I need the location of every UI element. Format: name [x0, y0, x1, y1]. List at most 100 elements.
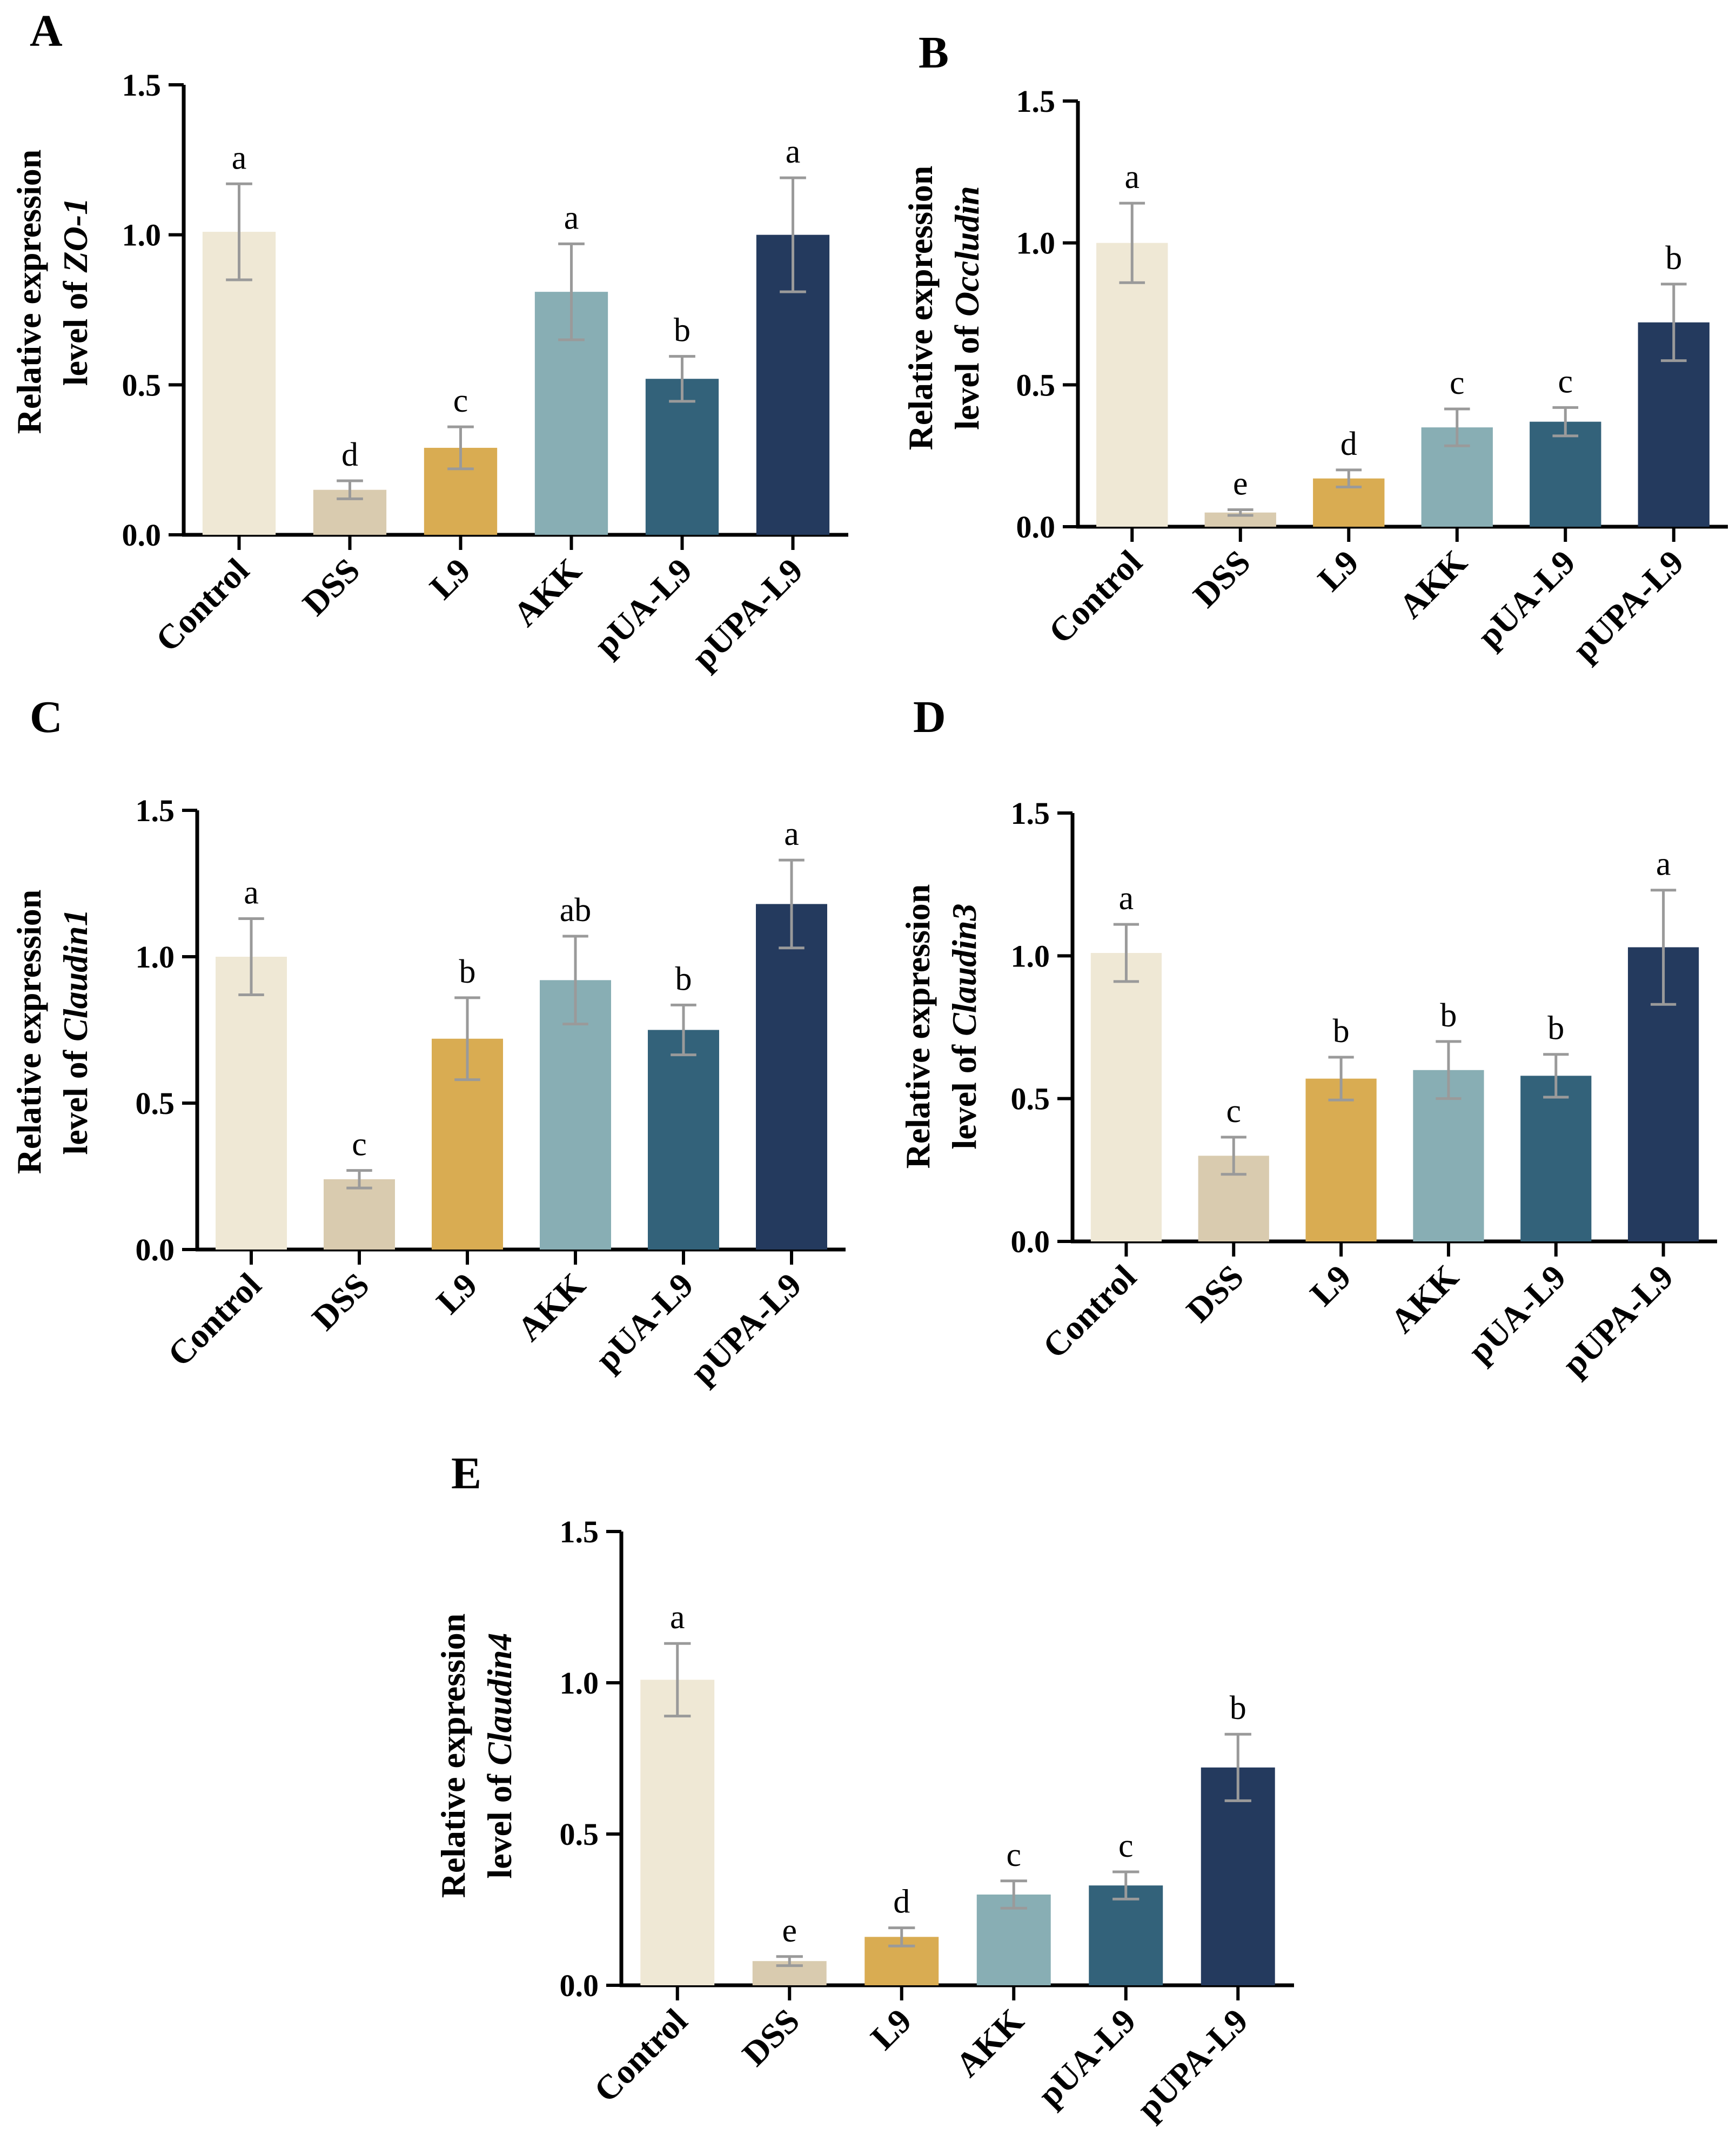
bar-control — [1096, 243, 1168, 527]
category-label: pUA-L9 — [1470, 543, 1583, 656]
category-label: pUPA-L9 — [683, 1266, 809, 1392]
significance-letter: a — [1124, 159, 1140, 196]
y-axis-label-line2: level of — [480, 1765, 519, 1879]
significance-letter: a — [1119, 880, 1134, 917]
category-label: pUPA-L9 — [1555, 1258, 1681, 1383]
y-tick-label: 1.5 — [122, 68, 162, 103]
bar-control — [202, 232, 276, 535]
y-axis-label: Relative expression level of ZO-1 — [10, 150, 95, 434]
gene-name: Claudin1 — [56, 909, 95, 1041]
y-tick-label: 1.5 — [560, 1514, 599, 1549]
y-axis-label: Relative expression level of Claudin4 — [434, 1614, 519, 1898]
significance-letter: a — [670, 1599, 685, 1636]
significance-letter: c — [1118, 1828, 1134, 1864]
y-tick-label: 1.0 — [560, 1665, 599, 1701]
panel-letter: E — [451, 1448, 481, 1499]
category-label: Control — [1041, 543, 1149, 651]
category-label: pUPA-L9 — [684, 551, 810, 677]
bar-l9 — [1305, 1078, 1377, 1241]
category-label: DSS — [1185, 543, 1257, 615]
y-axis-label-line1: Relative expression — [899, 884, 937, 1169]
y-axis-label: Relative expression level of Claudin1 — [10, 890, 95, 1174]
bar-dss — [324, 1179, 395, 1250]
panel-c: C 0.0 0.5 1.0 1.5 a Control c DSS b L9 ab AKK b pUA-L… — [10, 692, 846, 1392]
panel-letter: D — [913, 692, 946, 742]
category-label: L9 — [429, 1266, 485, 1321]
significance-letter: c — [352, 1126, 367, 1163]
significance-letter: a — [244, 875, 259, 911]
bar-pupa-l9 — [756, 904, 827, 1250]
significance-letter: d — [893, 1884, 910, 1920]
category-label: L9 — [1310, 543, 1366, 599]
significance-letter: c — [1226, 1093, 1241, 1130]
significance-letter: ab — [560, 892, 592, 929]
bar-pua-l9 — [1089, 1885, 1163, 1985]
significance-letter: c — [1558, 363, 1573, 400]
y-axis-label-line2: level of — [56, 272, 95, 386]
y-axis-label: Relative expression level of Claudin3 — [899, 884, 983, 1169]
panel-a: A 0.0 0.5 1.0 1.5 a Control d DSS c L9 a AKK b pUA-L9… — [10, 6, 848, 677]
significance-letter: a — [784, 816, 799, 852]
gene-name: ZO-1 — [56, 198, 95, 273]
y-tick-label: 1.0 — [1011, 938, 1050, 973]
significance-letter: b — [1440, 997, 1457, 1034]
y-axis-label-line2: level of — [945, 1036, 983, 1150]
category-label: L9 — [1303, 1258, 1358, 1313]
gene-name: Claudin4 — [480, 1633, 519, 1765]
y-tick-label: 1.0 — [136, 939, 175, 975]
y-axis-label-line1: Relative expression — [10, 150, 48, 434]
significance-letter: d — [341, 436, 358, 473]
y-tick-label: 1.5 — [1016, 84, 1056, 119]
category-label: Control — [148, 551, 256, 659]
y-axis-label: Relative expression level of Occludin — [901, 166, 986, 451]
significance-letter: b — [1665, 240, 1682, 277]
y-axis-label-line1: Relative expression — [434, 1614, 472, 1898]
panel-letter: C — [30, 692, 63, 742]
bar-control — [216, 957, 287, 1250]
y-axis-label-line2: level of — [56, 1042, 95, 1155]
significance-letter: b — [1547, 1010, 1564, 1047]
significance-letter: a — [232, 139, 247, 176]
category-label: Control — [586, 2001, 694, 2110]
y-tick-label: 0.5 — [1016, 367, 1056, 402]
bar-pua-l9 — [648, 1030, 719, 1250]
y-axis-label-line1: Relative expression — [10, 890, 48, 1174]
y-tick-label: 1.0 — [122, 218, 162, 253]
category-label: AKK — [506, 551, 588, 634]
category-label: L9 — [863, 2001, 919, 2057]
category-label: Control — [160, 1266, 269, 1374]
category-label: pUA-L9 — [587, 551, 700, 664]
gene-name: Occludin — [948, 186, 986, 317]
category-label: L9 — [422, 551, 478, 607]
category-label: AKK — [1383, 1258, 1466, 1340]
significance-letter: b — [674, 312, 691, 349]
significance-letter: b — [1333, 1013, 1350, 1050]
category-label: DSS — [295, 551, 367, 623]
category-label: pUPA-L9 — [1565, 543, 1691, 669]
significance-letter: b — [1230, 1690, 1246, 1727]
significance-letter: a — [564, 199, 579, 236]
category-label: DSS — [735, 2001, 807, 2073]
bar-pupa-l9 — [1201, 1767, 1275, 1985]
significance-letter: c — [1450, 365, 1465, 401]
panel-letter: A — [30, 6, 63, 56]
y-tick-label: 0.5 — [560, 1817, 599, 1852]
y-tick-label: 1.5 — [136, 793, 175, 828]
panel-d: D 0.0 0.5 1.0 1.5 a Control c DSS b L9 b AKK b pUA-L9… — [899, 692, 1717, 1383]
significance-letter: c — [453, 382, 468, 419]
y-axis-label-line1: Relative expression — [901, 166, 940, 451]
significance-letter: a — [786, 133, 801, 170]
significance-letter: d — [1340, 426, 1357, 462]
bar-pua-l9 — [645, 379, 719, 535]
y-tick-label: 0.0 — [560, 1968, 599, 2003]
bar-pua-l9 — [1530, 421, 1601, 527]
category-label: AKK — [510, 1266, 593, 1348]
panel-letter: B — [919, 28, 949, 78]
panel-b: B 0.0 0.5 1.0 1.5 a Control e DSS d L9 c AKK c pUA-L9… — [901, 28, 1728, 669]
y-tick-label: 0.5 — [122, 367, 162, 402]
bar-control — [640, 1680, 715, 1985]
significance-letter: b — [459, 953, 476, 990]
y-axis-label-line2: level of — [948, 317, 986, 430]
category-label: DSS — [305, 1266, 377, 1338]
